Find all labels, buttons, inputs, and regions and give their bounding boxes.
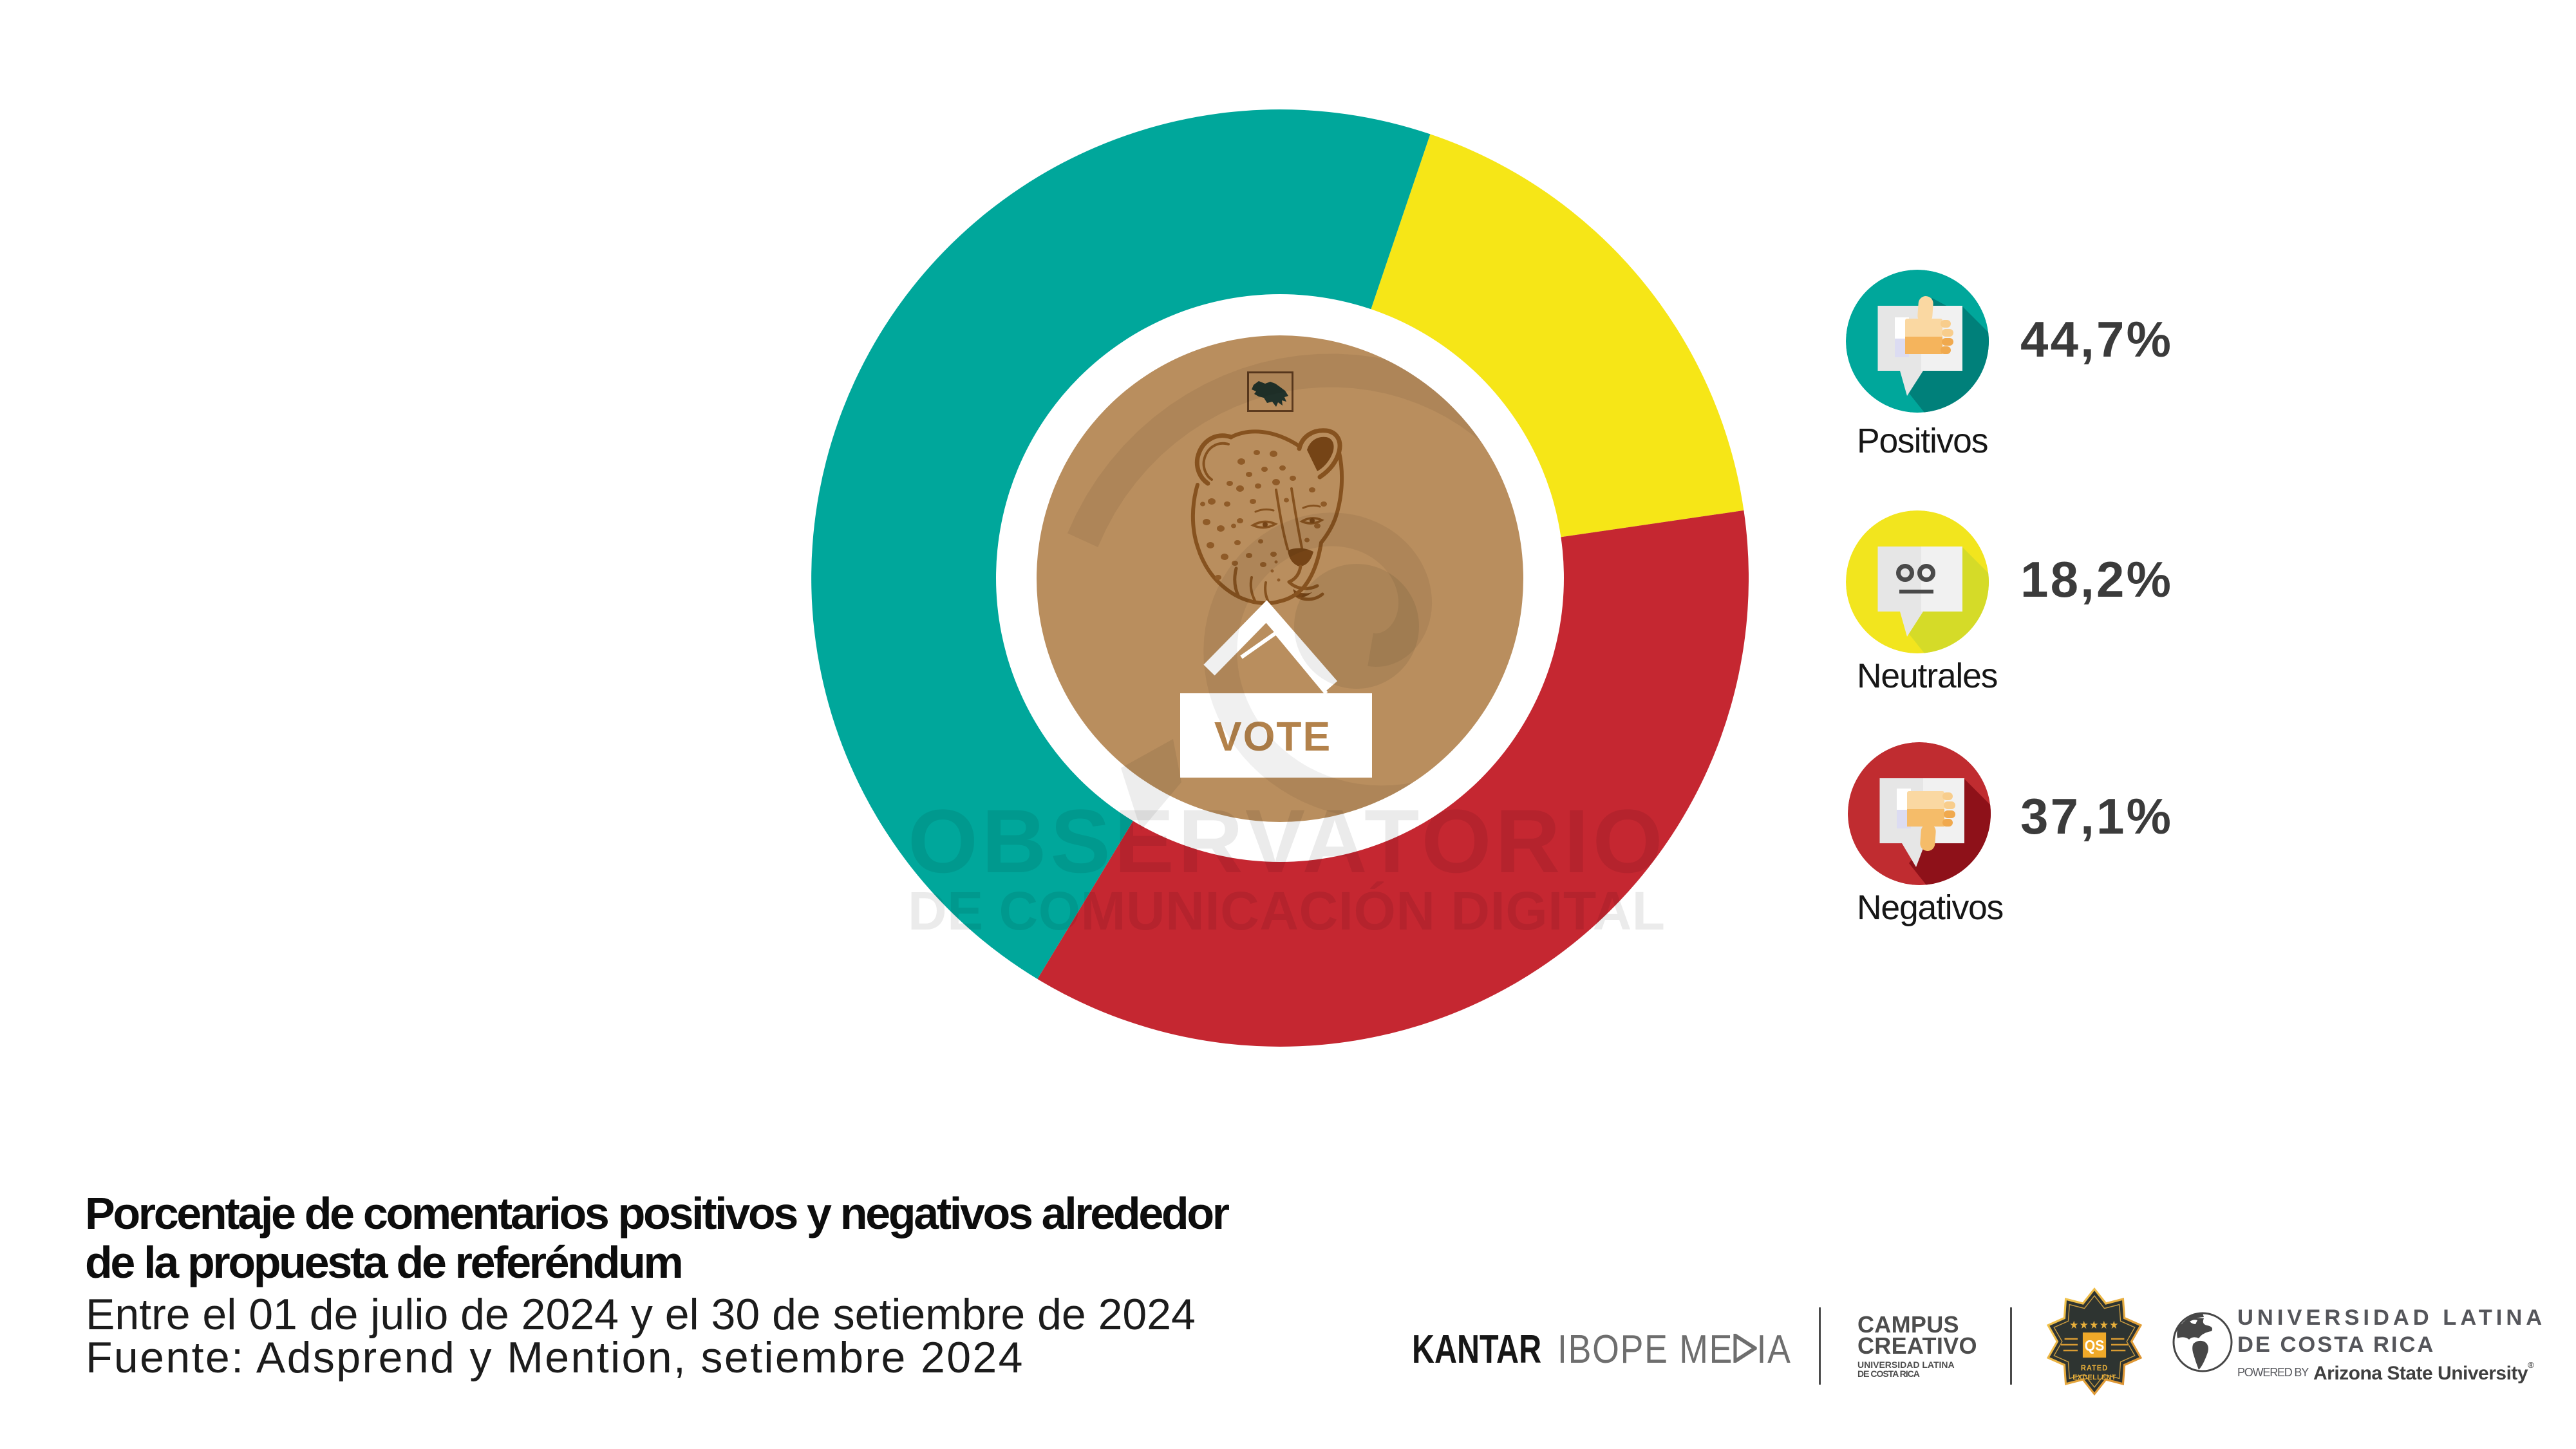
svg-text:DE COMUNICACIÓN DIGITAL: DE COMUNICACIÓN DIGITAL — [908, 881, 1666, 941]
svg-text:QS: QS — [2085, 1337, 2105, 1354]
svg-text:EXCELLENT: EXCELLENT — [2073, 1374, 2116, 1381]
svg-text:RATED: RATED — [2081, 1365, 2108, 1372]
svg-text:VOTE: VOTE — [1214, 713, 1331, 760]
svg-text:OBSERVATORIO: OBSERVATORIO — [908, 790, 1666, 892]
svg-text:★★★★★: ★★★★★ — [2069, 1319, 2120, 1331]
